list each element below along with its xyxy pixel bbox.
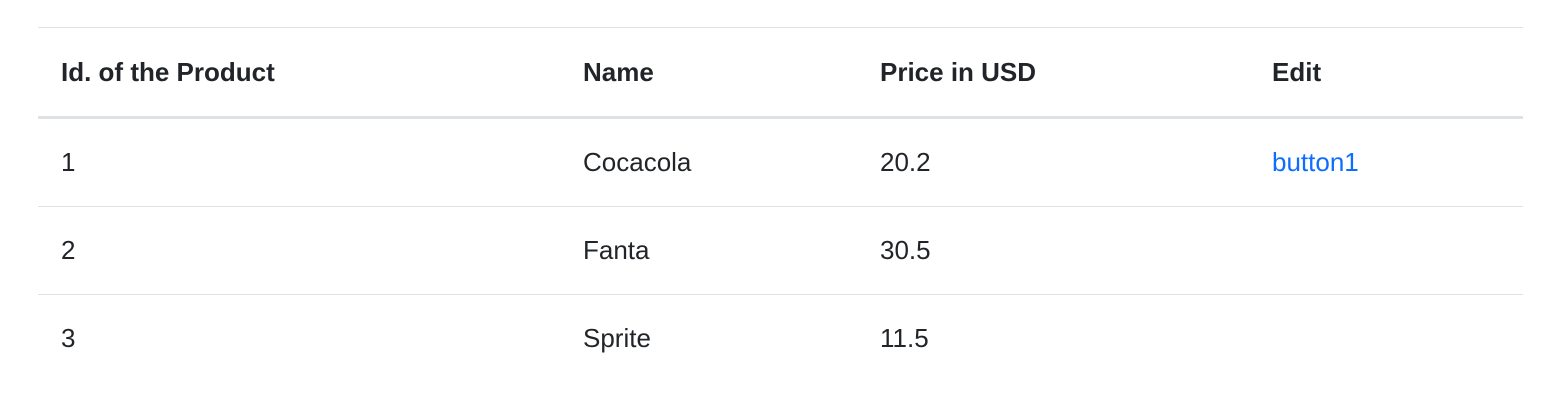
table-body: 1 Cocacola 20.2 button1 2 Fanta 30.5 3 S…: [38, 117, 1523, 383]
cell-name: Fanta: [560, 206, 857, 295]
header-edit: Edit: [1249, 27, 1523, 119]
table-row: 3 Sprite 11.5: [38, 295, 1523, 383]
cell-id: 1: [38, 117, 560, 207]
table-row: 1 Cocacola 20.2 button1: [38, 117, 1523, 207]
products-table-container: Id. of the Product Name Price in USD Edi…: [38, 27, 1523, 382]
cell-id: 3: [61, 323, 76, 353]
cell-name: Cocacola: [560, 117, 857, 207]
cell-name: Sprite: [583, 323, 651, 353]
table-row: 2 Fanta 30.5: [38, 206, 1523, 295]
cell-price: 11.5: [880, 323, 929, 353]
cell-price: 30.5: [857, 206, 1249, 295]
header-name: Name: [560, 27, 857, 119]
cell-edit: [1249, 206, 1523, 295]
header-id: Id. of the Product: [38, 27, 560, 119]
cell-price: 20.2: [857, 117, 1249, 207]
header-row: Id. of the Product Name Price in USD Edi…: [38, 27, 1523, 119]
cell-edit: button1: [1249, 117, 1523, 207]
cell-edit: [1249, 295, 1523, 383]
products-table: Id. of the Product Name Price in USD Edi…: [38, 27, 1523, 382]
header-price: Price in USD: [857, 27, 1249, 119]
table-header: Id. of the Product Name Price in USD Edi…: [38, 27, 1523, 119]
cell-id: 2: [38, 206, 560, 295]
edit-button-link[interactable]: button1: [1272, 147, 1359, 177]
